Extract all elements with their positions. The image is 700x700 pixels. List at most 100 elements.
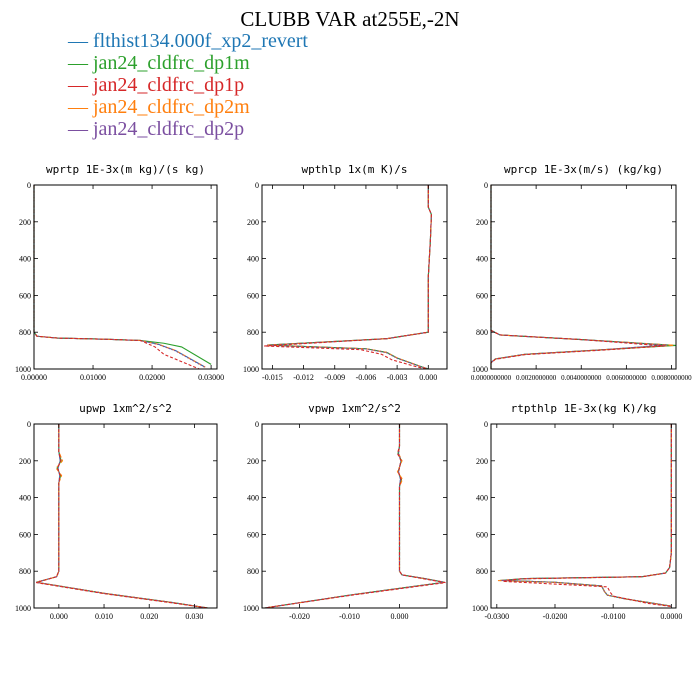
x-tick-label: -0.020 (289, 612, 310, 621)
series-line (33, 185, 206, 369)
legend-swatch: — (68, 118, 88, 140)
plot-frame (261, 184, 448, 370)
legend-label: jan24_cldfrc_dp1p (93, 74, 245, 96)
legend-swatch: — (68, 52, 88, 74)
y-tick-label: 400 (476, 494, 488, 503)
legend-label: jan24_cldfrc_dp2m (93, 96, 250, 118)
series-line (36, 424, 209, 609)
y-tick-label: 800 (247, 567, 259, 576)
x-tick-label: 0.0080000000 (651, 374, 692, 382)
x-tick-label: 0.0000000000 (471, 374, 512, 382)
x-tick-label: 0.000 (419, 373, 437, 382)
y-tick-label: 800 (19, 567, 31, 576)
y-tick-label: 1000 (472, 365, 488, 374)
y-tick-label: 400 (19, 494, 31, 503)
y-tick-label: 1000 (472, 604, 488, 613)
legend: — flthist134.000f_xp2_revert — jan24_cld… (68, 30, 308, 140)
y-tick-label: 400 (247, 494, 259, 503)
y-tick-label: 1000 (15, 365, 31, 374)
series-line (490, 185, 668, 369)
y-tick-label: 0 (27, 420, 31, 429)
series-line (264, 424, 445, 609)
series-line (33, 185, 212, 365)
panel: upwp 1xm^2/s^2 0 200 400 600 800 1000 0.000 0.01… (15, 402, 218, 621)
y-tick-label: 200 (247, 218, 259, 227)
y-tick-label: 200 (19, 218, 31, 227)
x-tick-label: 0.010 (95, 612, 113, 621)
y-tick-label: 0 (484, 181, 488, 190)
series-line (264, 424, 445, 609)
x-tick-label: 0.0000 (660, 612, 682, 621)
series-line (36, 424, 209, 609)
panel: wpthlp 1x(m K)/s 0 200 400 600 800 1000-0.015 -… (243, 163, 448, 382)
x-tick-label: 0.0040000000 (561, 374, 602, 382)
series-line (33, 185, 200, 370)
series-line (264, 424, 446, 609)
series-line (36, 424, 209, 609)
y-tick-label: 200 (247, 457, 259, 466)
x-tick-label: -0.003 (387, 373, 408, 382)
panel-title: rtpthlp 1E-3x(kg K)/kg (511, 402, 657, 415)
x-tick-label: 0.01000 (80, 373, 106, 382)
series-line (490, 185, 665, 369)
y-tick-label: 0 (255, 420, 259, 429)
x-tick-label: 0.00000 (21, 373, 47, 382)
y-tick-label: 0 (484, 420, 488, 429)
panel-title: wpthlp 1x(m K)/s (302, 163, 408, 176)
legend-item: — jan24_cldfrc_dp1m (68, 52, 308, 74)
legend-item: — jan24_cldfrc_dp1p (68, 74, 308, 96)
x-tick-label: -0.0100 (601, 612, 626, 621)
legend-swatch: — (68, 30, 88, 52)
legend-item: — jan24_cldfrc_dp2p (68, 118, 308, 140)
series-line (264, 424, 445, 609)
panel: rtpthlp 1E-3x(kg K)/kg02004006008001000-… (472, 402, 682, 621)
y-tick-label: 200 (476, 218, 488, 227)
panel: wprtp 1E-3x(m kg)/(s kg) 0 200 400 600 800 100… (15, 163, 224, 382)
y-tick-label: 400 (247, 255, 259, 264)
legend-label: jan24_cldfrc_dp1m (93, 52, 250, 74)
series-line (36, 424, 209, 609)
y-tick-label: 0 (27, 181, 31, 190)
y-tick-label: 600 (476, 291, 488, 300)
y-tick-label: 600 (476, 530, 488, 539)
x-tick-label: 0.000 (50, 612, 68, 621)
page-title: CLUBB VAR at255E,-2N (240, 7, 460, 31)
panel-title: upwp 1xm^2/s^2 (79, 402, 172, 415)
plot-frame (33, 184, 218, 370)
panel: vpwp 1xm^2/s^2 0 200 400 600 800 1000 -0.020 -0.… (243, 402, 448, 621)
plot-frame (490, 184, 677, 370)
plot-frame (33, 423, 218, 609)
plot-frame (261, 423, 448, 609)
legend-item: — flthist134.000f_xp2_revert (68, 30, 308, 52)
y-tick-label: 400 (19, 255, 31, 264)
series-line (264, 185, 432, 370)
x-tick-label: -0.010 (339, 612, 360, 621)
y-tick-label: 400 (476, 255, 488, 264)
x-tick-label: -0.0200 (543, 612, 568, 621)
y-tick-label: 1000 (243, 365, 259, 374)
panel-title: wprcp 1E-3x(m/s) (kg/kg) (504, 163, 663, 176)
x-tick-label: 0.02000 (139, 373, 165, 382)
series-line (264, 424, 445, 609)
x-tick-label: 0.030 (185, 612, 203, 621)
legend-swatch: — (68, 74, 88, 96)
y-tick-label: 600 (19, 291, 31, 300)
panel: wprcp 1E-3x(m/s) (kg/kg) 0 200 400 600 800 100… (471, 163, 692, 382)
panel-title: vpwp 1xm^2/s^2 (308, 402, 401, 415)
series-line (490, 185, 677, 369)
y-tick-label: 600 (19, 530, 31, 539)
x-tick-label: -0.006 (356, 373, 377, 382)
y-tick-label: 1000 (243, 604, 259, 613)
x-tick-label: 0.000 (391, 612, 409, 621)
plot-frame (490, 423, 677, 609)
panel-title: wprtp 1E-3x(m kg)/(s kg) (46, 163, 205, 176)
x-tick-label: -0.015 (262, 373, 283, 382)
x-tick-label: -0.009 (324, 373, 345, 382)
x-tick-label: 0.020 (140, 612, 158, 621)
y-tick-label: 800 (247, 328, 259, 337)
y-tick-label: 600 (247, 291, 259, 300)
y-tick-label: 800 (476, 328, 488, 337)
legend-item: — jan24_cldfrc_dp2m (68, 96, 308, 118)
series-line (490, 185, 668, 369)
